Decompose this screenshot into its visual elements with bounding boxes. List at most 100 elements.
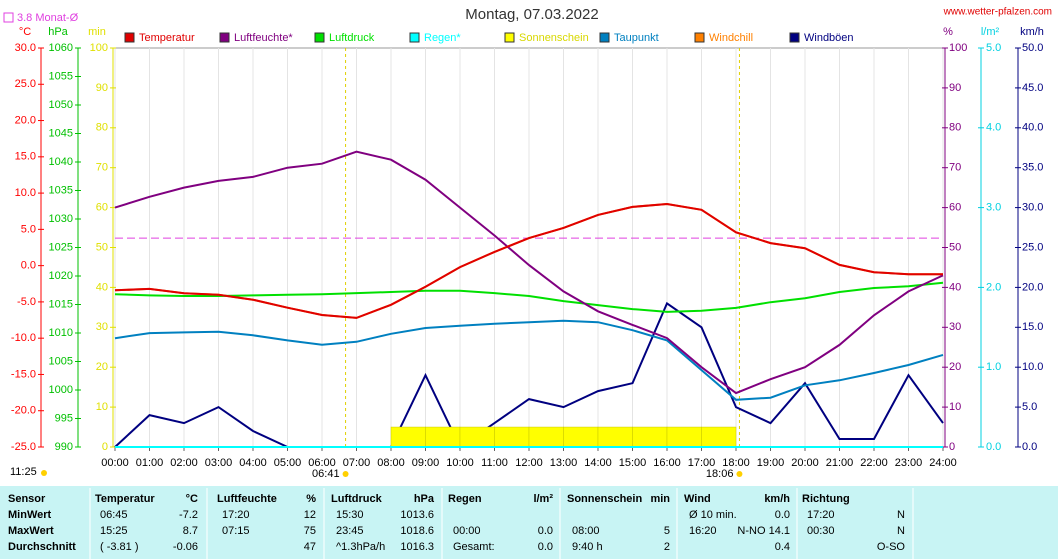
table-unit: min	[650, 493, 670, 505]
series-line	[114, 281, 944, 313]
table-header: Regen	[448, 493, 482, 505]
sunshine-bar	[666, 426, 702, 448]
y-tick-label: 45.0	[1022, 82, 1043, 94]
legend-swatch	[789, 32, 800, 43]
y-tick-label: 20.0	[1022, 281, 1043, 293]
table-cell: N	[897, 525, 905, 537]
x-tick-label: 02:00	[170, 457, 198, 469]
y-tick-label: 80	[949, 122, 961, 134]
x-tick-label: 24:00	[929, 457, 957, 469]
axis-unit: %	[943, 26, 953, 38]
series-line	[114, 319, 944, 401]
y-tick-label: -25.0	[11, 441, 36, 453]
axis-unit: °C	[19, 26, 31, 38]
y-tick-label: 25.0	[1022, 241, 1043, 253]
x-tick-label: 14:00	[584, 457, 612, 469]
y-tick-label: 40	[96, 281, 108, 293]
table-cell: 16:20	[689, 525, 717, 537]
y-tick-label: 30.0	[1022, 202, 1043, 214]
table-cell: 9:40 h	[572, 541, 603, 553]
x-tick-label: 00:00	[101, 457, 129, 469]
x-tick-label: 23:00	[895, 457, 923, 469]
y-tick-label: -15.0	[11, 368, 36, 380]
table-cell: Gesamt:	[453, 541, 495, 553]
y-tick-label: -5.0	[17, 296, 36, 308]
x-tick-label: 11:00	[481, 457, 508, 469]
y-tick-label: 30	[96, 321, 108, 333]
y-tick-label: 20.0	[15, 114, 36, 126]
table-cell: 1018.6	[400, 525, 434, 537]
legend-label: Luftdruck	[329, 32, 375, 44]
table-cell: Ø 10 min.	[689, 509, 737, 521]
y-tick-label: 10	[96, 401, 108, 413]
y-tick-label: 40.0	[1022, 122, 1043, 134]
y-tick-label: 1.0	[986, 361, 1001, 373]
table-header: Sonnenschein	[567, 493, 642, 505]
x-tick-label: 05:00	[274, 457, 302, 469]
y-tick-label: 35.0	[1022, 162, 1043, 174]
y-tick-label: 1060	[49, 42, 73, 54]
y-tick-label: 1050	[49, 99, 73, 111]
table-header: Richtung	[802, 493, 850, 505]
legend-swatch	[314, 32, 325, 43]
legend-label: Taupunkt	[614, 32, 659, 44]
y-tick-label: 4.0	[986, 122, 1001, 134]
table-cell: 0.0	[538, 541, 553, 553]
y-tick-label: 1025	[49, 241, 73, 253]
table-cell: 15:30	[336, 509, 364, 521]
sunshine-bar	[701, 426, 737, 448]
sunshine-bar	[390, 426, 426, 448]
table-cell: ( -3.81 )	[100, 541, 139, 553]
x-tick-label: 21:00	[826, 457, 854, 469]
sunrise-label: 06:41	[312, 468, 340, 480]
x-tick-label: 22:00	[860, 457, 888, 469]
x-tick-label: 13:00	[550, 457, 578, 469]
y-tick-label: 0	[102, 441, 108, 453]
axis-unit: min	[88, 26, 106, 38]
y-tick-label: 5.0	[986, 42, 1001, 54]
y-tick-label: 3.0	[986, 202, 1001, 214]
table-cell: 06:45	[100, 509, 128, 521]
table-cell: 5	[664, 525, 670, 537]
table-cell: 47	[304, 541, 316, 553]
table-row-label: Durchschnitt	[8, 541, 76, 553]
legend-label: Regen*	[424, 32, 461, 44]
table-cell: 1016.3	[400, 541, 434, 553]
table-header: Luftfeuchte	[217, 493, 277, 505]
table-cell: 07:15	[222, 525, 250, 537]
legend-swatch	[409, 32, 420, 43]
legend-swatch	[694, 32, 705, 43]
x-tick-label: 07:00	[343, 457, 371, 469]
x-tick-label: 16:00	[653, 457, 681, 469]
y-tick-label: 1035	[49, 184, 73, 196]
x-tick-label: 06:00	[308, 457, 336, 469]
sunshine-bar	[563, 426, 599, 448]
y-tick-label: 10	[949, 401, 961, 413]
x-tick-label: 12:00	[515, 457, 543, 469]
table-header: Luftdruck	[331, 493, 383, 505]
table-cell: 0.0	[775, 509, 790, 521]
legend-swatch	[124, 32, 135, 43]
table-cell: 17:20	[807, 509, 835, 521]
y-tick-label: 0.0	[986, 441, 1001, 453]
x-tick-label: 15:00	[619, 457, 647, 469]
y-tick-label: 1010	[49, 327, 73, 339]
y-tick-label: 990	[55, 441, 73, 453]
table-cell: 23:45	[336, 525, 364, 537]
x-tick-label: 01:00	[136, 457, 164, 469]
x-tick-label: 20:00	[791, 457, 819, 469]
table-cell: 17:20	[222, 509, 250, 521]
sunrise-icon	[342, 471, 349, 477]
table-cell: 75	[304, 525, 316, 537]
x-tick-label: 10:00	[446, 457, 474, 469]
table-cell: 00:30	[807, 525, 835, 537]
legend-swatch	[599, 32, 610, 43]
sunshine-bar	[494, 426, 530, 448]
y-tick-label: 1000	[49, 384, 73, 396]
table-cell: N	[897, 509, 905, 521]
y-tick-label: 20	[949, 361, 961, 373]
y-tick-label: 0.0	[21, 260, 36, 272]
monthly-average-label: 3.8 Monat-Ø	[17, 12, 79, 24]
table-cell: 00:00	[453, 525, 481, 537]
